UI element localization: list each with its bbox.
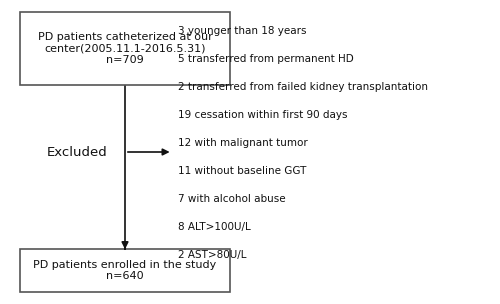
Text: 2 transferred from failed kidney transplantation: 2 transferred from failed kidney transpl… bbox=[178, 82, 428, 92]
FancyBboxPatch shape bbox=[20, 249, 230, 292]
Text: 8 ALT>100U/L: 8 ALT>100U/L bbox=[178, 222, 250, 232]
Text: PD patients enrolled in the study
n=640: PD patients enrolled in the study n=640 bbox=[34, 260, 216, 282]
Text: 7 with alcohol abuse: 7 with alcohol abuse bbox=[178, 194, 285, 204]
Text: 2 AST>80U/L: 2 AST>80U/L bbox=[178, 250, 246, 260]
Text: 5 transferred from permanent HD: 5 transferred from permanent HD bbox=[178, 54, 353, 64]
Text: 11 without baseline GGT: 11 without baseline GGT bbox=[178, 166, 306, 176]
Text: PD patients catheterized at our
center(2005.11.1-2016.5.31)
n=709: PD patients catheterized at our center(2… bbox=[38, 32, 212, 65]
Text: 19 cessation within first 90 days: 19 cessation within first 90 days bbox=[178, 110, 347, 120]
Text: Excluded: Excluded bbox=[47, 146, 108, 158]
FancyBboxPatch shape bbox=[20, 12, 230, 85]
Text: 12 with malignant tumor: 12 with malignant tumor bbox=[178, 138, 307, 148]
Text: 3 younger than 18 years: 3 younger than 18 years bbox=[178, 26, 306, 36]
